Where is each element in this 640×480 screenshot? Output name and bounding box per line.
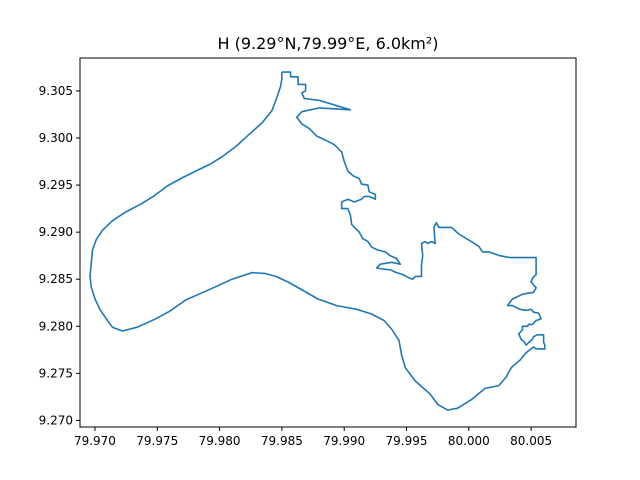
y-tick-label: 9.290 bbox=[39, 225, 73, 239]
y-tick-label: 9.305 bbox=[39, 84, 73, 98]
x-axis: 79.970 79.975 79.980 79.985 79.990 79.995 80.0… bbox=[74, 427, 552, 448]
x-tick-label: 79.995 bbox=[386, 434, 428, 448]
y-axis: 9.270 9.275 9.280 9.285 9.290 9.295 9.300 9.305 bbox=[39, 84, 80, 427]
y-tick-label: 9.300 bbox=[39, 131, 73, 145]
y-tick-label: 9.275 bbox=[39, 366, 73, 380]
y-tick-label: 9.285 bbox=[39, 272, 73, 286]
x-tick-label: 79.990 bbox=[323, 434, 365, 448]
y-tick-label: 9.270 bbox=[39, 413, 73, 427]
chart-title: H (9.29°N,79.99°E, 6.0km²) bbox=[217, 34, 438, 53]
x-tick-label: 80.000 bbox=[448, 434, 490, 448]
x-tick-label: 79.970 bbox=[74, 434, 116, 448]
y-tick-label: 9.280 bbox=[39, 319, 73, 333]
x-tick-label: 79.985 bbox=[261, 434, 303, 448]
plot-area-frame bbox=[79, 57, 577, 428]
x-tick-label: 80.005 bbox=[510, 434, 552, 448]
y-tick-label: 9.295 bbox=[39, 178, 73, 192]
series-line-outline bbox=[89, 71, 546, 411]
series-layer bbox=[89, 71, 546, 411]
x-tick-label: 79.980 bbox=[199, 434, 241, 448]
x-tick-label: 79.975 bbox=[136, 434, 178, 448]
